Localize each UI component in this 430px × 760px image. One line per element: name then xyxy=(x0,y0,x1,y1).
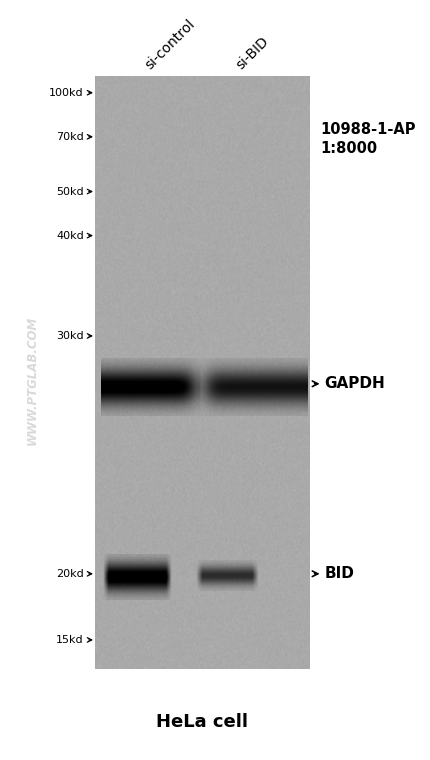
Text: 15kd: 15kd xyxy=(56,635,84,645)
Text: BID: BID xyxy=(325,566,354,581)
Text: si-BID: si-BID xyxy=(233,34,271,72)
Text: 30kd: 30kd xyxy=(56,331,84,341)
Text: WWW.PTGLAB.COM: WWW.PTGLAB.COM xyxy=(26,315,39,445)
Text: 10988-1-AP
1:8000: 10988-1-AP 1:8000 xyxy=(320,122,416,157)
Text: 20kd: 20kd xyxy=(56,568,84,579)
Text: 70kd: 70kd xyxy=(56,131,84,142)
Text: GAPDH: GAPDH xyxy=(325,376,385,391)
Text: 50kd: 50kd xyxy=(56,186,84,197)
Text: HeLa cell: HeLa cell xyxy=(156,713,248,731)
Text: si-control: si-control xyxy=(143,17,198,72)
Text: 40kd: 40kd xyxy=(56,230,84,241)
Text: 100kd: 100kd xyxy=(49,87,84,98)
